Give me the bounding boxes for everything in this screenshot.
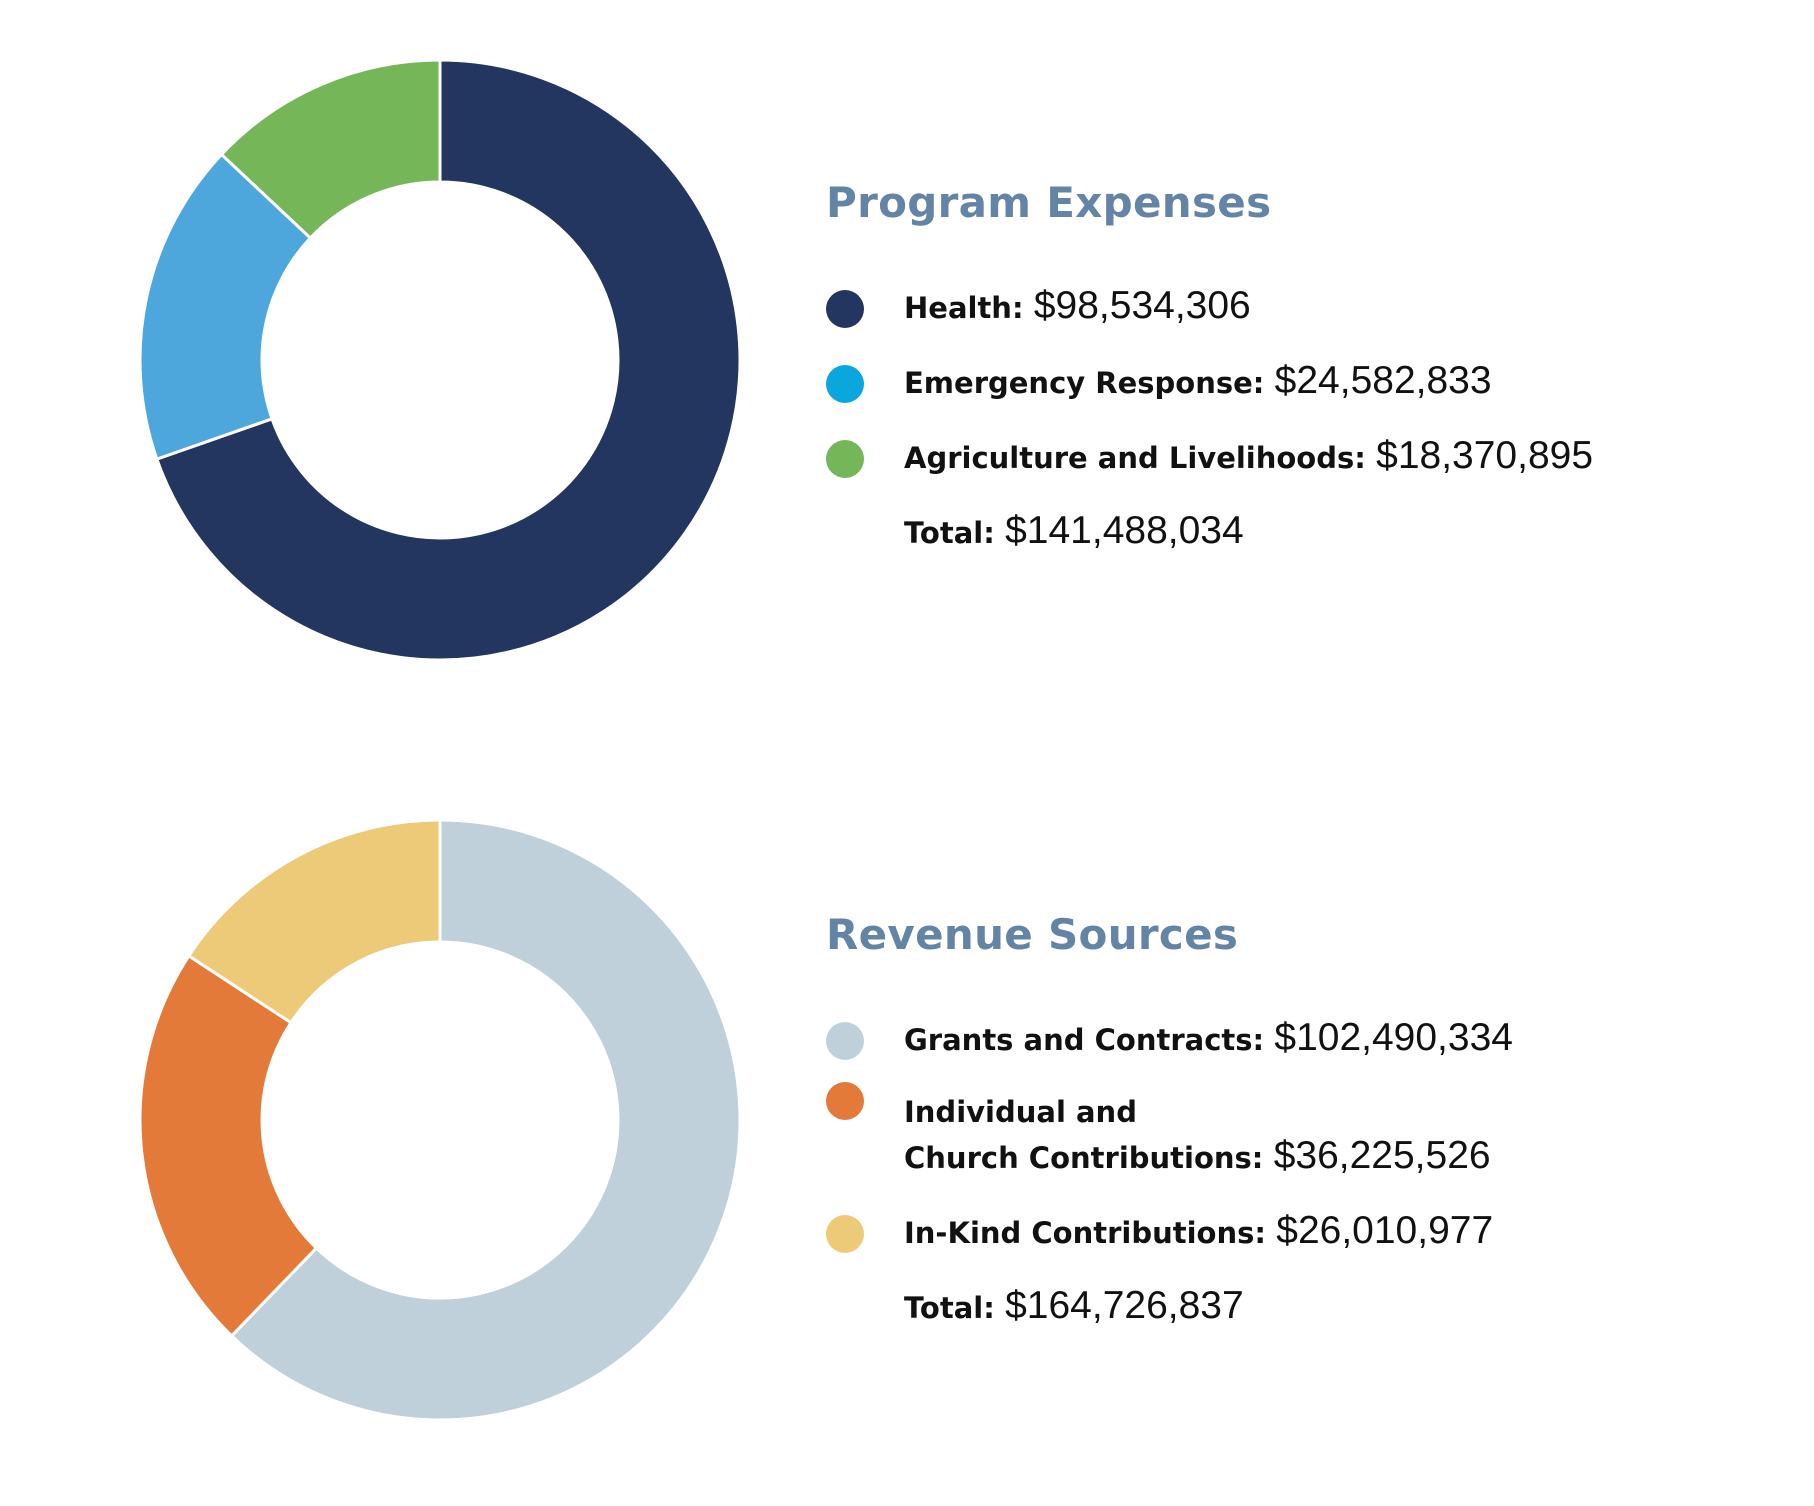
program-expenses-donut	[138, 58, 742, 662]
legend-swatch	[826, 290, 864, 328]
donut-slice-emergency-response	[138, 152, 313, 462]
donut-slice-grants-and-contracts	[229, 818, 742, 1422]
legend-label: Agriculture and Livelihoods:	[904, 441, 1366, 475]
revenue-sources-donut	[138, 818, 742, 1422]
total-value: $141,488,034	[1005, 509, 1244, 552]
legend-label: Individual and Church Contributions:	[904, 1095, 1264, 1175]
legend-label: Emergency Response:	[904, 366, 1265, 400]
revenue-sources-chart: Revenue Sources Grants and Contracts: $1…	[0, 760, 1814, 1480]
donut-slice-agriculture-and-livelihoods	[219, 58, 442, 241]
legend-item-agriculture: Agriculture and Livelihoods: $18,370,895	[826, 405, 1593, 480]
legend-swatch	[826, 1082, 864, 1120]
legend-label: In-Kind Contributions:	[904, 1216, 1266, 1250]
legend-item-in-kind: In-Kind Contributions: $26,010,977	[826, 1180, 1513, 1255]
program-expenses-chart: Program Expenses Health: $98,534,306 Eme…	[0, 0, 1814, 720]
chart-title: Program Expenses	[826, 178, 1272, 227]
legend-item-grants: Grants and Contracts: $102,490,334	[826, 987, 1513, 1062]
legend-value: $102,490,334	[1274, 1016, 1513, 1059]
donut-slice-health	[154, 58, 742, 662]
legend-item-health: Health: $98,534,306	[826, 255, 1593, 330]
legend-value: $26,010,977	[1276, 1209, 1494, 1252]
legend-item-individual-church: Individual and Church Contributions: $36…	[826, 1062, 1513, 1180]
legend-swatch	[826, 440, 864, 478]
legend-swatch	[826, 1022, 864, 1060]
legend-value: $98,534,306	[1033, 284, 1251, 327]
total-label: Total:	[904, 1291, 995, 1325]
legend-swatch	[826, 365, 864, 403]
legend-value: $24,582,833	[1274, 359, 1492, 402]
program-expenses-legend: Program Expenses Health: $98,534,306 Eme…	[826, 178, 1593, 555]
chart-title: Revenue Sources	[826, 910, 1239, 959]
legend-label: Grants and Contracts:	[904, 1023, 1265, 1057]
total-value: $164,726,837	[1005, 1284, 1244, 1327]
legend-total: Total: $164,726,837	[826, 1255, 1513, 1330]
donut-slice-in-kind-contributions	[186, 818, 442, 1025]
total-label: Total:	[904, 516, 995, 550]
legend-label: Health:	[904, 291, 1024, 325]
donut-slice-individual-and-church-contributions	[138, 953, 319, 1338]
legend-total: Total: $141,488,034	[826, 480, 1593, 555]
legend-item-emergency-response: Emergency Response: $24,582,833	[826, 330, 1593, 405]
revenue-sources-legend: Revenue Sources Grants and Contracts: $1…	[826, 910, 1513, 1330]
legend-swatch	[826, 1215, 864, 1253]
legend-value: $36,225,526	[1273, 1134, 1491, 1177]
legend-value: $18,370,895	[1376, 434, 1594, 477]
